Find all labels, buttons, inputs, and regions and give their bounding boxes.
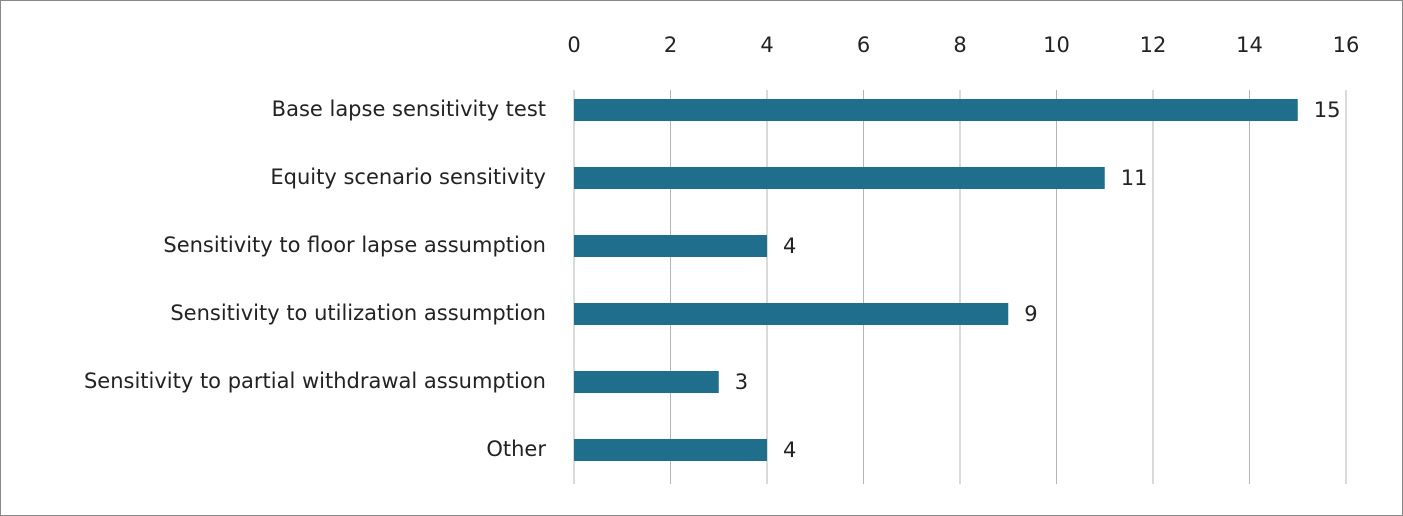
x-tick-label: 2 xyxy=(664,33,677,57)
x-tick-label: 14 xyxy=(1236,33,1263,57)
x-tick-label: 16 xyxy=(1333,33,1360,57)
x-tick-label: 10 xyxy=(1043,33,1070,57)
bar xyxy=(574,439,767,461)
y-tick-label: Sensitivity to utilization assumption xyxy=(170,301,546,325)
data-label: 15 xyxy=(1314,98,1341,122)
data-label: 11 xyxy=(1121,166,1148,190)
data-label: 3 xyxy=(735,370,748,394)
y-tick-label: Sensitivity to partial withdrawal assump… xyxy=(84,369,546,393)
bar xyxy=(574,303,1009,325)
y-tick-label: Equity scenario sensitivity xyxy=(270,165,546,189)
bar xyxy=(574,167,1105,189)
data-label: 9 xyxy=(1024,302,1037,326)
x-tick-label: 6 xyxy=(857,33,870,57)
y-tick-label: Other xyxy=(486,437,546,461)
data-label: 4 xyxy=(783,438,796,462)
x-tick-label: 0 xyxy=(567,33,580,57)
bar xyxy=(574,235,767,257)
x-tick-label: 12 xyxy=(1140,33,1167,57)
x-tick-label: 8 xyxy=(953,33,966,57)
y-tick-label: Base lapse sensitivity test xyxy=(272,97,546,121)
bar xyxy=(574,371,719,393)
bar xyxy=(574,99,1298,121)
y-tick-label: Sensitivity to floor lapse assumption xyxy=(163,233,546,257)
x-tick-label: 4 xyxy=(760,33,773,57)
data-label: 4 xyxy=(783,234,796,258)
